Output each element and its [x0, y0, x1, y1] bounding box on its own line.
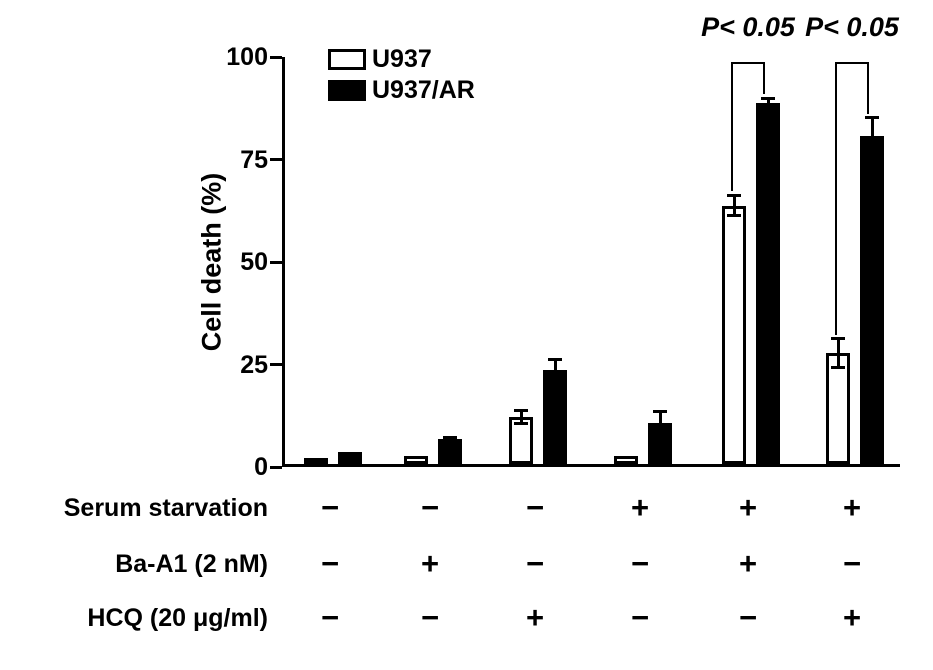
condition-sign: +: [525, 600, 545, 635]
bar-black-group-2: [438, 439, 462, 464]
sig-bracket-left: [835, 62, 837, 335]
error-bar: [732, 195, 736, 216]
error-cap-bottom: [761, 106, 775, 110]
y-tick-label: 100: [226, 43, 268, 71]
sig-bracket-top: [835, 62, 869, 64]
legend-label-u937ar: U937/AR: [372, 76, 475, 104]
condition-sign: −: [320, 490, 340, 525]
error-cap-bottom: [865, 152, 879, 156]
condition-sign: +: [842, 600, 862, 635]
p-value-label: P< 0.05: [805, 12, 899, 42]
error-cap-top: [865, 116, 879, 120]
error-bar: [553, 359, 557, 380]
error-bar: [870, 117, 874, 155]
legend-item-u937ar: U937/AR: [328, 77, 475, 103]
error-bar: [658, 411, 662, 435]
legend-label-u937: U937: [372, 45, 432, 73]
condition-sign: +: [420, 546, 440, 581]
bar-white-group-2: [404, 455, 428, 464]
condition-sign: +: [738, 490, 758, 525]
error-cap-bottom: [514, 421, 528, 425]
condition-sign: −: [630, 600, 650, 635]
error-cap-bottom: [443, 439, 457, 443]
condition-label: Serum starvation: [63, 494, 268, 522]
error-cap-bottom: [653, 432, 667, 436]
sig-bracket-top: [731, 62, 765, 64]
y-tick-mark: [270, 260, 282, 264]
condition-sign: −: [525, 490, 545, 525]
error-cap-top: [727, 193, 741, 197]
error-bar: [448, 437, 452, 442]
error-cap-top: [548, 357, 562, 361]
error-cap-top: [831, 337, 845, 341]
condition-sign: +: [842, 490, 862, 525]
condition-sign: +: [738, 546, 758, 581]
legend-item-u937: U937: [328, 46, 475, 72]
bar-black-group-5: [756, 103, 780, 464]
condition-sign: −: [738, 600, 758, 635]
error-cap-bottom: [831, 366, 845, 370]
condition-sign: −: [630, 546, 650, 581]
legend-swatch-u937: [328, 48, 366, 70]
error-cap-bottom: [727, 214, 741, 218]
error-cap-top: [443, 435, 457, 439]
bar-white-group-1: [304, 457, 328, 464]
bar-white-group-4: [614, 455, 638, 464]
condition-sign: −: [842, 546, 862, 581]
error-cap-top: [653, 410, 667, 414]
condition-sign: −: [525, 546, 545, 581]
y-tick-mark: [270, 158, 282, 161]
y-tick-label: 75: [240, 145, 268, 174]
sig-bracket-right: [763, 62, 765, 95]
p-value-label: P< 0.05: [701, 12, 795, 42]
y-tick-mark: [270, 55, 282, 59]
sig-bracket-right: [867, 62, 869, 114]
condition-sign: −: [320, 546, 340, 581]
condition-sign: +: [630, 490, 650, 525]
sig-bracket-left: [731, 62, 733, 192]
error-bar: [519, 410, 523, 423]
error-cap-top: [761, 96, 775, 100]
legend: U937 U937/AR: [328, 46, 475, 103]
y-tick-label: 25: [240, 350, 268, 379]
y-tick-label: 0: [254, 453, 268, 481]
bar-black-group-6: [860, 136, 884, 464]
bar-black-group-3: [543, 369, 567, 464]
condition-label: HCQ (20 μg/ml): [87, 604, 268, 632]
y-tick-mark: [270, 363, 282, 366]
condition-sign: −: [420, 490, 440, 525]
legend-swatch-u937ar: [328, 79, 366, 101]
y-tick-label: 50: [240, 248, 268, 276]
bar-white-group-5: [722, 205, 746, 464]
bar-black-group-1: [338, 451, 362, 464]
error-cap-top: [514, 409, 528, 413]
condition-label: Ba-A1 (2 nM): [115, 550, 268, 578]
error-bar: [766, 98, 770, 109]
bar-white-group-6: [826, 353, 850, 464]
y-tick-mark: [270, 465, 282, 469]
condition-sign: −: [420, 600, 440, 635]
condition-sign: −: [320, 600, 340, 635]
plot-area: [282, 57, 900, 467]
error-bar: [836, 338, 840, 368]
error-cap-bottom: [548, 378, 562, 382]
